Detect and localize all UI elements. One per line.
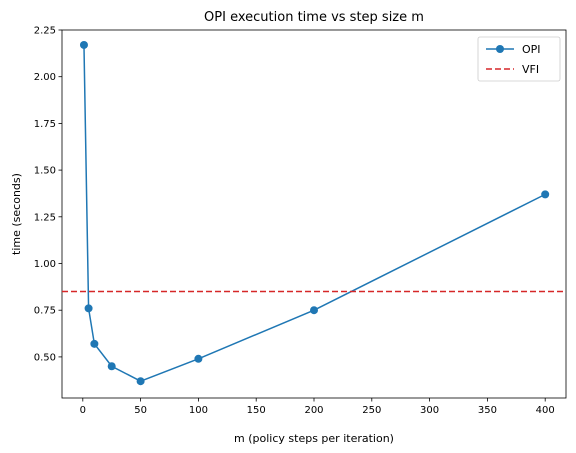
chart-title: OPI execution time vs step size m [204,10,424,25]
opi-point [90,339,99,348]
x-tick-label: 200 [304,405,323,416]
x-tick-label: 50 [134,405,147,416]
x-tick-label: 0 [80,405,86,416]
y-tick-label: 0.50 [34,352,56,363]
legend-label: OPI [522,43,541,56]
y-axis-label: time (seconds) [10,173,23,255]
y-tick-label: 1.25 [34,212,56,223]
plot-area: 0 50 100 150 200 250 300 350 400 0.50 0.75 1.00 1.25… [34,26,567,416]
x-tick-label: 350 [478,405,497,416]
x-tick-label: 150 [247,405,266,416]
opi-line [83,44,546,383]
opi-point [541,190,550,199]
axes-frame [61,29,567,399]
opi-point [194,354,203,363]
y-tick-label: 1.00 [34,259,56,270]
opi-point [79,40,88,49]
x-tick-label: 250 [362,405,381,416]
opi-point [136,377,145,386]
x-tick-label: 100 [189,405,208,416]
y-tick-label: 1.75 [34,119,56,130]
y-tick-label: 0.75 [34,306,56,317]
legend-label: VFI [522,63,539,76]
legend-box [477,36,561,82]
x-tick-label: 400 [536,405,555,416]
y-tick-label: 1.50 [34,166,56,177]
y-tick-label: 2.25 [34,26,56,37]
opi-point [84,304,93,313]
y-tick-label: 2.00 [34,72,56,83]
opi-point [107,362,116,371]
legend: OPI VFI [477,36,561,82]
x-tick-label: 300 [420,405,439,416]
opi-point [310,306,318,315]
x-axis-label: m (policy steps per iteration) [234,432,394,445]
legend-opi-marker [496,45,504,53]
